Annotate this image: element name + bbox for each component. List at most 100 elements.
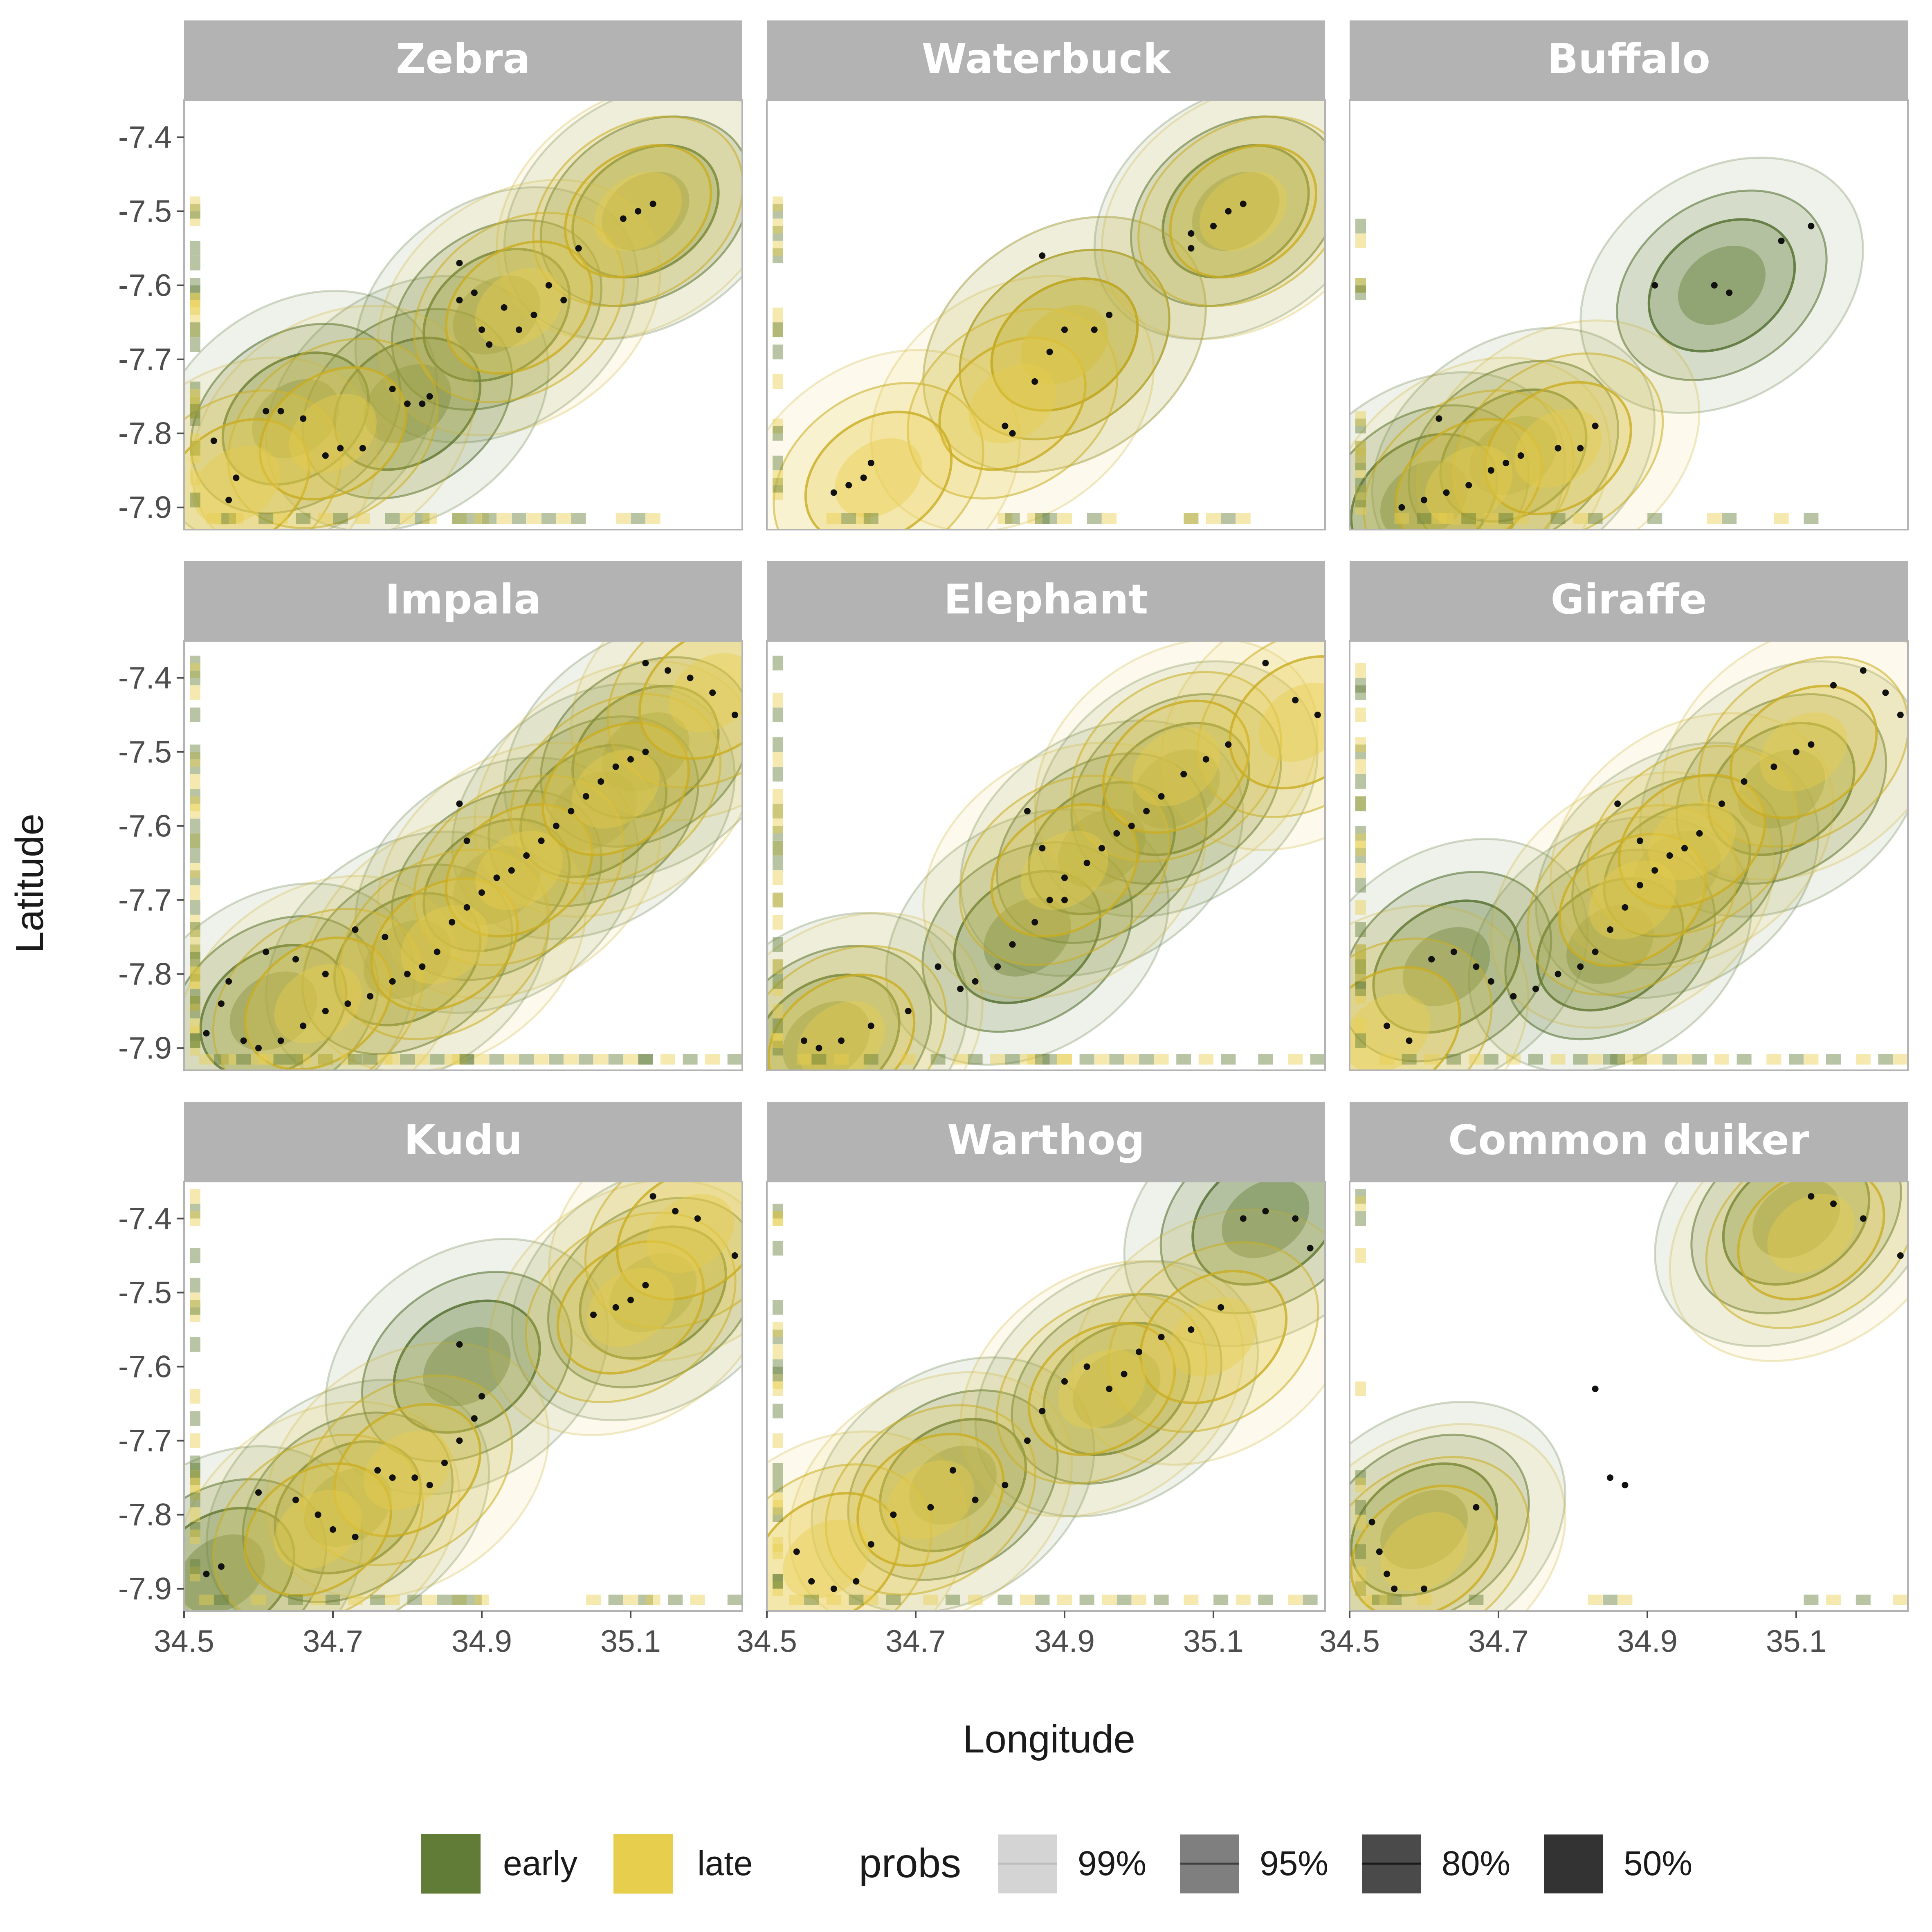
panel-plot-area	[1350, 641, 1908, 1070]
rug-x	[288, 1595, 303, 1605]
contour-50	[835, 438, 922, 517]
data-point	[1046, 896, 1053, 903]
rug-x	[288, 1054, 303, 1065]
rug-x	[638, 1054, 653, 1065]
rug-y	[190, 440, 200, 456]
rug-y	[1355, 1381, 1366, 1396]
rug-x	[1513, 513, 1528, 524]
rug-y	[190, 278, 200, 293]
data-point	[203, 1030, 210, 1037]
rug-x	[705, 1054, 720, 1065]
rug-x	[437, 1595, 452, 1605]
contour-95	[1504, 849, 1716, 1040]
data-point	[1830, 1200, 1837, 1207]
rug-x	[415, 1054, 430, 1065]
rug-x	[236, 1054, 251, 1065]
data-point	[545, 282, 552, 289]
contour-95	[1705, 1182, 1908, 1329]
rug-y	[190, 1004, 200, 1019]
rug-x	[1417, 513, 1431, 524]
gps-points	[801, 660, 1321, 1051]
rug-x	[199, 1054, 214, 1065]
contour-99	[788, 1371, 1073, 1611]
rug-x	[1005, 1054, 1020, 1065]
rug-y	[190, 752, 200, 767]
facet-strip	[1350, 20, 1908, 100]
data-point	[1666, 852, 1673, 859]
data-point	[411, 1474, 418, 1481]
rug-x	[571, 513, 586, 524]
rug-x	[1288, 1054, 1303, 1065]
data-point	[1622, 904, 1629, 911]
data-point	[575, 245, 582, 252]
density-early	[1350, 1182, 1908, 1611]
contour-50	[364, 1431, 451, 1510]
data-point	[456, 297, 463, 303]
contour-95	[1070, 671, 1282, 863]
contour-95	[1350, 937, 1493, 1070]
data-point	[1592, 948, 1599, 955]
rug-x	[1662, 1054, 1677, 1065]
data-point	[449, 919, 456, 926]
data-point	[1039, 1408, 1046, 1415]
rug-x	[407, 1595, 422, 1605]
contour-50	[1170, 1297, 1257, 1377]
rug-x	[296, 513, 311, 524]
data-point	[612, 1304, 619, 1311]
rug-y	[1355, 900, 1366, 915]
rug-y	[773, 196, 783, 211]
contour-50	[184, 1534, 265, 1611]
y-tick-label: -7.9	[118, 1572, 172, 1606]
rug-y	[773, 1492, 783, 1507]
rug-y	[190, 959, 200, 974]
rug-x	[1826, 1054, 1841, 1065]
rug-x	[863, 513, 878, 524]
data-point	[352, 926, 359, 933]
rug-y	[1355, 1514, 1366, 1530]
data-point	[1450, 948, 1457, 955]
data-point	[642, 660, 649, 667]
contour-99	[548, 1182, 742, 1362]
data-point	[808, 1578, 815, 1585]
rug-x	[258, 1054, 274, 1065]
contour-95	[1197, 641, 1325, 818]
rug-x	[1109, 1054, 1124, 1065]
rug-x	[1424, 1054, 1439, 1065]
rug-y	[190, 1033, 200, 1048]
y-tick-label: -7.5	[118, 194, 172, 229]
rug-x	[504, 1054, 519, 1065]
data-point	[830, 489, 837, 496]
rug-x	[1198, 1054, 1213, 1065]
rug-x	[1394, 513, 1409, 524]
data-point	[434, 948, 440, 955]
data-point	[1510, 993, 1517, 1000]
rug-x	[459, 1054, 474, 1065]
data-point	[1607, 1474, 1613, 1481]
rug-x	[1714, 1054, 1729, 1065]
rug-y	[190, 966, 200, 982]
rug-y	[773, 708, 783, 723]
data-point	[1106, 312, 1113, 318]
gps-points	[210, 200, 656, 503]
data-point	[508, 867, 515, 874]
contour-95	[212, 1433, 424, 1611]
contour-50	[1380, 1512, 1468, 1591]
contour-99	[885, 808, 1170, 1066]
data-point	[560, 297, 567, 303]
data-point	[1039, 845, 1046, 851]
y-tick-label: -7.6	[118, 268, 172, 303]
rug-x	[273, 1054, 288, 1065]
y-tick-label: -7.5	[118, 1276, 172, 1310]
rug-x	[727, 1054, 742, 1065]
rug-y	[1355, 863, 1366, 878]
marginal-rug	[773, 656, 1325, 1065]
rug-y	[773, 1033, 783, 1048]
data-point	[263, 408, 270, 415]
rug-y	[773, 485, 783, 500]
rug-y	[190, 863, 200, 878]
rug-y	[1355, 1189, 1366, 1204]
rug-x	[849, 1595, 864, 1605]
rug-x	[1154, 1054, 1169, 1065]
data-point	[1128, 822, 1135, 829]
